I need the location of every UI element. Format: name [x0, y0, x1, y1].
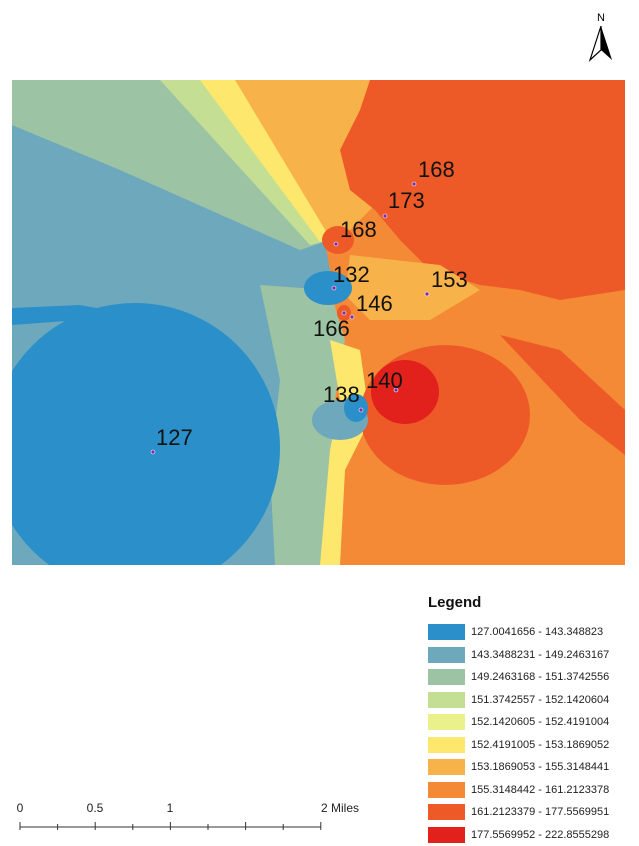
legend-item: 152.1420605 - 152.4191004	[428, 711, 609, 733]
sample-point-marker	[358, 407, 364, 413]
legend-label: 177.5569952 - 222.8555298	[471, 828, 610, 841]
zone-class-3-central	[260, 285, 345, 565]
legend-swatch	[428, 646, 465, 663]
sample-point-label: 140	[366, 368, 403, 393]
legend-item: 155.3148442 - 161.2123378	[428, 779, 609, 801]
scale-bar: 0 0.5 1 2 Miles	[17, 801, 359, 830]
legend-swatch	[428, 826, 465, 843]
zone-class-1-south	[344, 394, 368, 422]
zone-class-6	[200, 80, 330, 242]
legend-swatch	[428, 714, 465, 730]
legend-swatch	[428, 691, 465, 708]
sample-point-marker	[333, 241, 339, 247]
zone-class-7-mid	[345, 255, 480, 320]
sample-point-marker	[411, 181, 417, 187]
zone-class-3	[12, 80, 330, 250]
zone-class-10	[371, 360, 439, 424]
north-letter: N	[597, 12, 605, 24]
legend-label: 153.1869053 - 155.3148441	[471, 761, 610, 773]
legend-item: 152.4191005 - 153.1869052	[428, 734, 609, 756]
legend-label: 152.4191005 - 153.1869052	[471, 738, 610, 751]
north-arrow-icon: N	[585, 10, 617, 64]
sample-point-marker	[331, 285, 337, 291]
sample-point-marker	[341, 310, 347, 316]
legend-swatch	[428, 781, 465, 798]
legend-item: 149.2463168 - 151.3742556	[428, 666, 609, 688]
legend-title: Legend	[428, 594, 482, 611]
legend-label: 127.0041656 - 143.348823	[471, 626, 604, 638]
sample-point-marker	[150, 449, 156, 455]
legend-label: 143.3488231 - 149.2463167	[471, 648, 610, 661]
zone-class-9-north	[322, 226, 354, 254]
legend-label: 161.2123379 - 177.5569951	[471, 806, 610, 818]
scale-tick-0-5: 0.5	[87, 801, 104, 815]
sample-point-marker	[382, 213, 388, 219]
legend-label: 152.1420605 - 152.4191004	[471, 716, 610, 728]
legend-label: 151.3742557 - 152.1420604	[471, 693, 610, 706]
sample-point-marker	[424, 291, 430, 297]
legend-label: 155.3148442 - 161.2123378	[471, 783, 610, 796]
legend-item: 143.3488231 - 149.2463167	[428, 644, 609, 666]
sample-point-label: 153	[431, 267, 468, 292]
sample-point-label: 173	[388, 188, 425, 213]
sample-point-label: 168	[418, 157, 455, 182]
sample-point-label: 127	[156, 425, 193, 450]
sample-point-label: 146	[356, 291, 393, 316]
zone-class-9-east	[500, 335, 625, 455]
legend-item: 127.0041656 - 143.348823	[428, 621, 603, 643]
legend-item: 161.2123379 - 177.5569951	[428, 801, 609, 823]
legend-item: 151.3742557 - 152.1420604	[428, 689, 609, 711]
legend-item: 153.1869053 - 155.3148441	[428, 756, 609, 778]
sample-point-label: 166	[313, 316, 350, 341]
legend-item: 177.5569952 - 222.8555298	[428, 824, 609, 846]
legend-label: 149.2463168 - 151.3742556	[471, 671, 610, 683]
sample-point-label: 132	[333, 262, 370, 287]
scale-tick-1: 1	[167, 801, 174, 815]
scale-tick-2: 2 Miles	[321, 801, 359, 815]
legend-swatch	[428, 736, 465, 753]
sample-point-marker	[393, 387, 399, 393]
scale-tick-0: 0	[17, 801, 24, 815]
zone-class-1-north	[304, 271, 352, 305]
legend-swatch	[428, 624, 465, 640]
legend-swatch	[428, 759, 465, 775]
zone-class-4	[160, 80, 330, 245]
sample-point-label: 138	[323, 382, 360, 407]
zone-class-9	[340, 80, 625, 300]
zone-class-1-west	[12, 303, 280, 565]
sample-point-label: 168	[340, 217, 377, 242]
legend-swatch	[428, 669, 465, 685]
legend-swatch	[428, 804, 465, 820]
sample-point-marker	[349, 314, 355, 320]
